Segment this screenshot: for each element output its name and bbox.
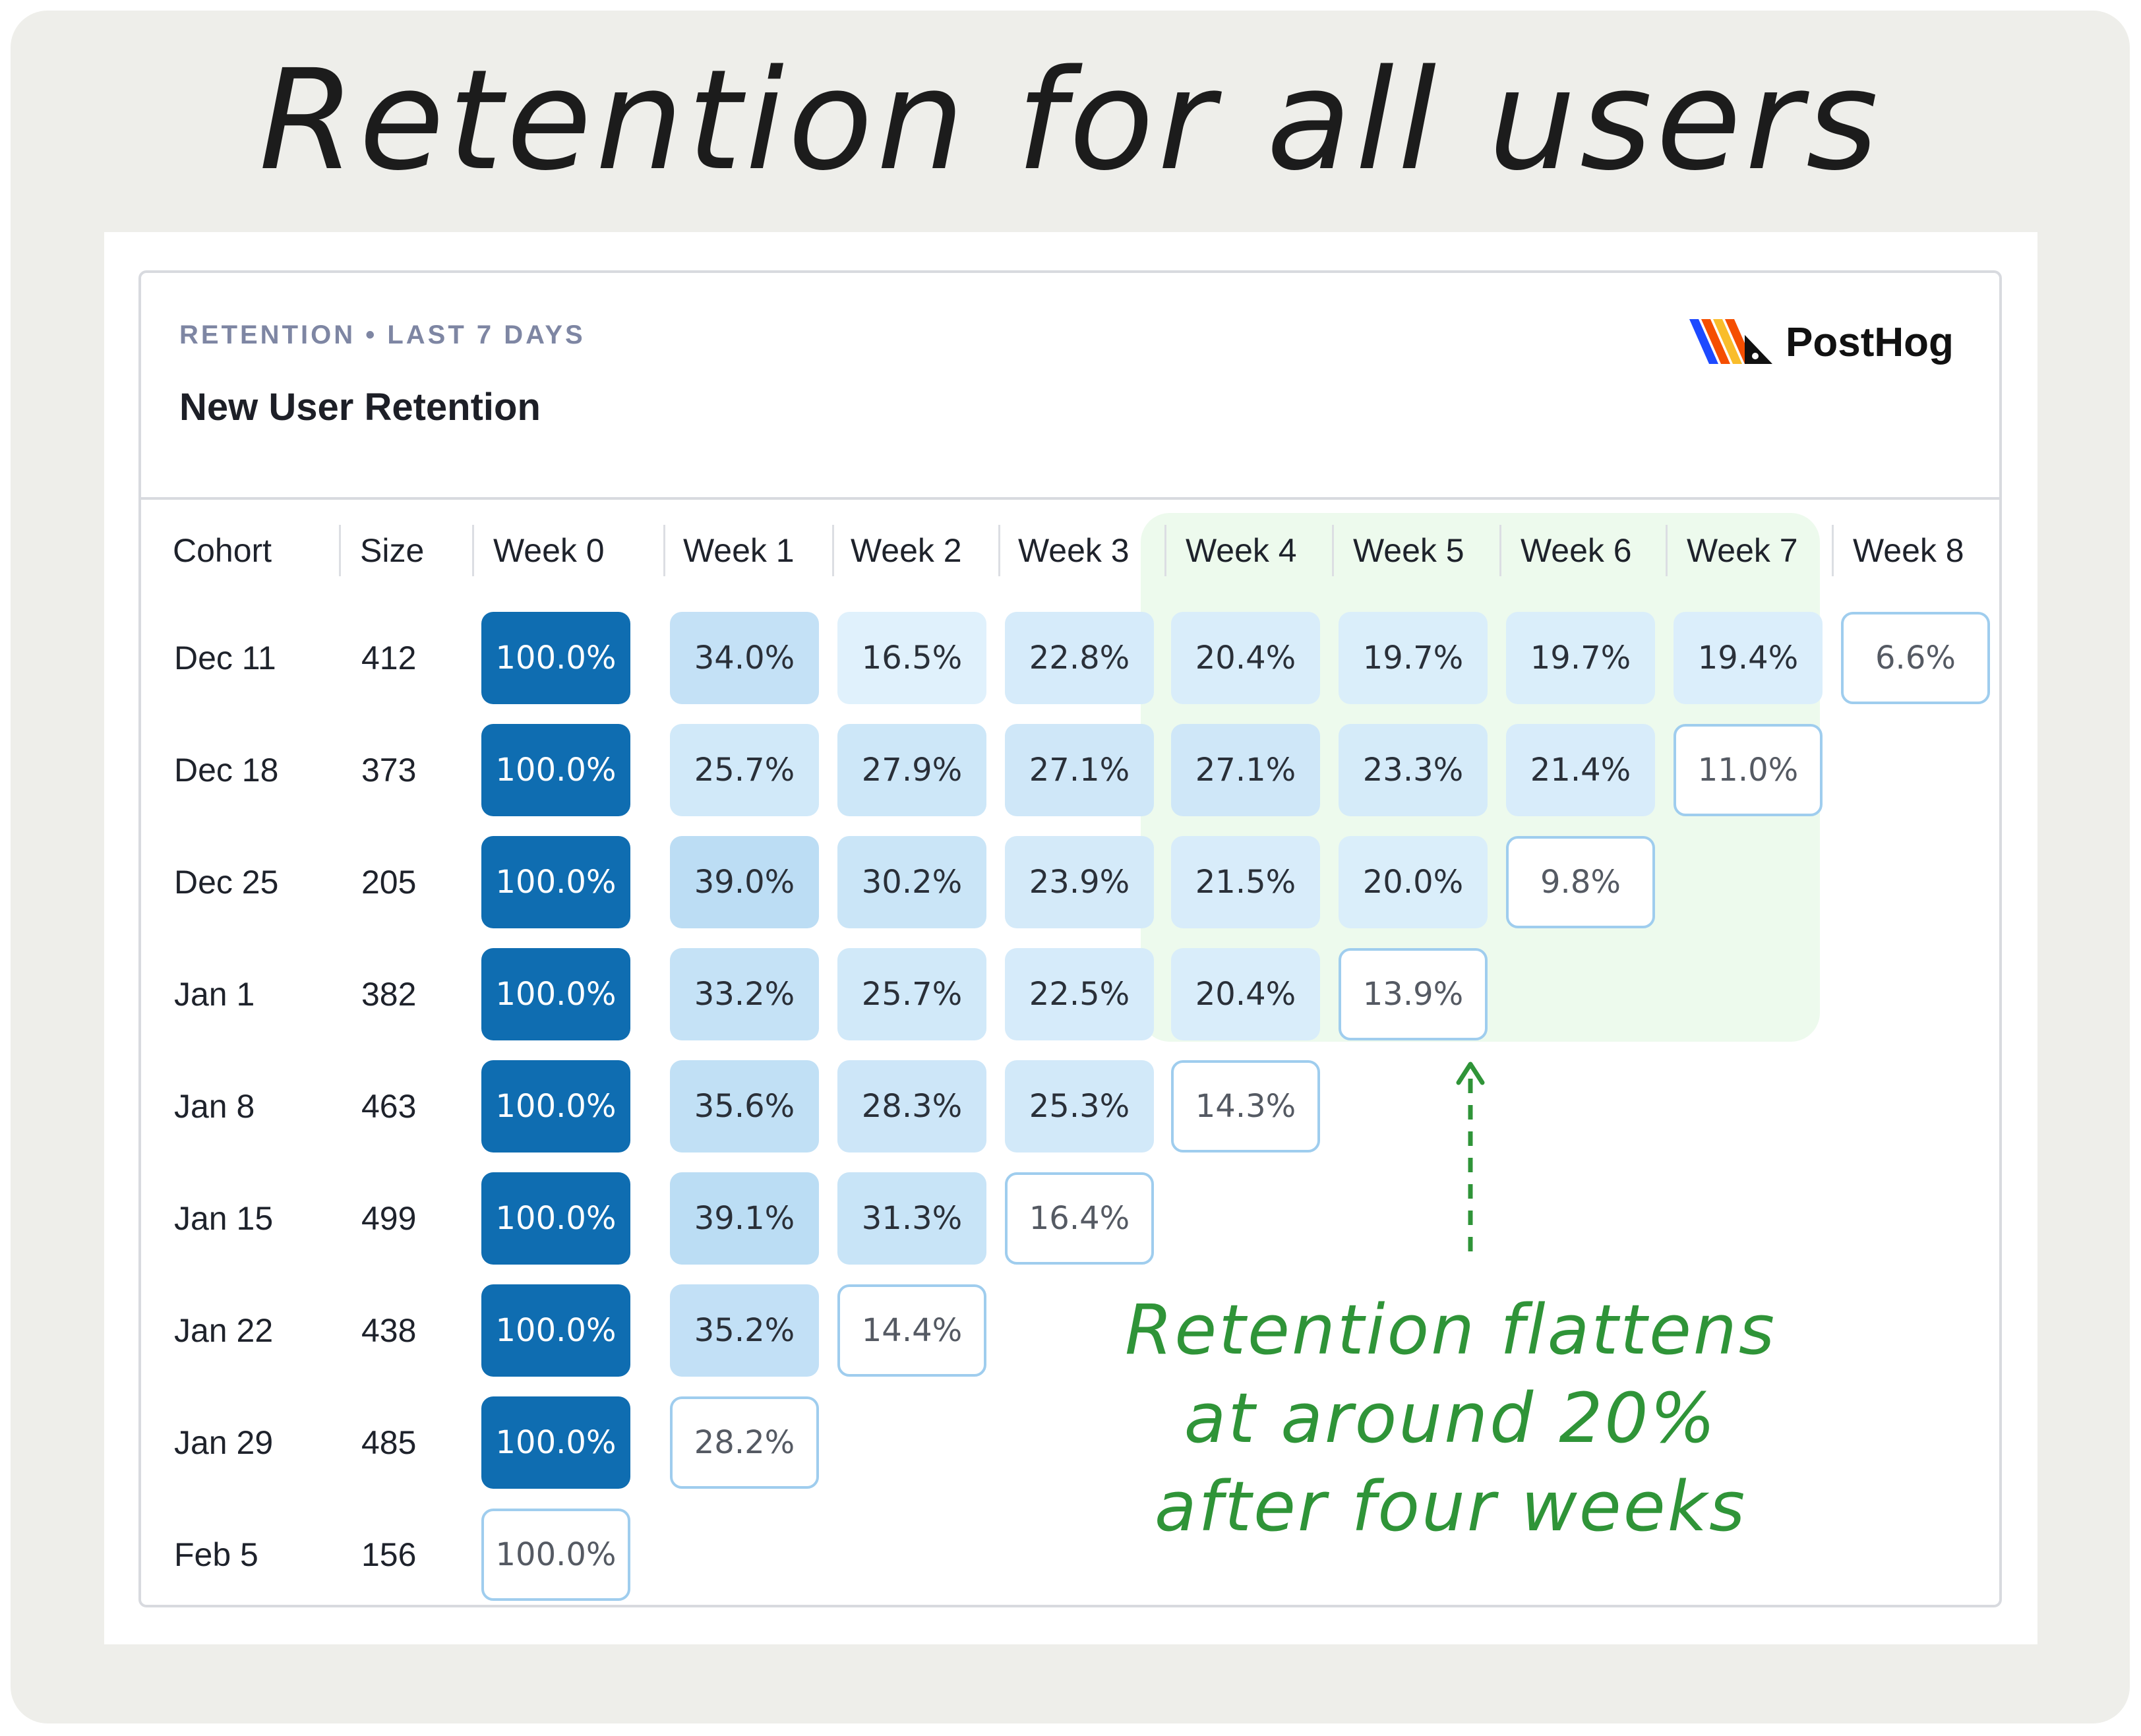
column-header: Size: [360, 532, 425, 569]
column-separator: [832, 525, 834, 576]
annotation-line: Retention flattens: [1124, 1290, 1777, 1370]
column-header: Week 2: [851, 532, 962, 569]
retention-cell[interactable]: 39.0%: [670, 836, 819, 928]
column-header: Week 5: [1353, 532, 1464, 569]
posthog-logo: PostHog: [1689, 319, 1954, 365]
column-separator: [663, 525, 665, 576]
column-header: Week 1: [683, 532, 795, 569]
column-header: Week 3: [1018, 532, 1130, 569]
retention-cell[interactable]: 13.9%: [1339, 948, 1488, 1040]
posthog-hog-icon: [1689, 319, 1772, 364]
cohort-label: Jan 15: [174, 1200, 274, 1237]
column-separator: [998, 525, 1000, 576]
card-subtitle: New User Retention: [179, 386, 541, 429]
retention-cell[interactable]: 16.5%: [837, 612, 986, 704]
retention-cell[interactable]: 30.2%: [837, 836, 986, 928]
cohort-size: 412: [361, 640, 417, 676]
retention-cell[interactable]: 25.7%: [837, 948, 986, 1040]
cohort-label: Dec 25: [174, 864, 279, 901]
cohort-label: Jan 22: [174, 1312, 274, 1349]
cohort-label: Jan 1: [174, 976, 255, 1013]
brand-name: PostHog: [1786, 319, 1954, 365]
retention-cell[interactable]: 100.0%: [481, 724, 630, 816]
cohort-size: 463: [361, 1088, 417, 1125]
retention-cell[interactable]: 19.7%: [1339, 612, 1488, 704]
card-eyebrow: RETENTION • LAST 7 DAYS: [179, 320, 586, 349]
retention-cell[interactable]: 25.3%: [1005, 1060, 1154, 1152]
retention-cell[interactable]: 6.6%: [1841, 612, 1990, 704]
retention-cell[interactable]: 23.3%: [1339, 724, 1488, 816]
retention-cell[interactable]: 20.0%: [1339, 836, 1488, 928]
retention-cell[interactable]: 100.0%: [481, 612, 630, 704]
retention-cell[interactable]: 21.4%: [1506, 724, 1655, 816]
retention-cell[interactable]: 33.2%: [670, 948, 819, 1040]
retention-card: [138, 270, 2002, 1607]
retention-cell[interactable]: 100.0%: [481, 1172, 630, 1265]
retention-cell[interactable]: 31.3%: [837, 1172, 986, 1265]
column-header: Week 7: [1687, 532, 1798, 569]
retention-cell[interactable]: 25.7%: [670, 724, 819, 816]
retention-cell[interactable]: 14.3%: [1171, 1060, 1320, 1152]
column-separator: [1164, 525, 1166, 576]
cohort-label: Dec 11: [174, 640, 276, 676]
cohort-size: 205: [361, 864, 417, 901]
retention-cell[interactable]: 19.4%: [1674, 612, 1823, 704]
cohort-label: Jan 29: [174, 1424, 274, 1461]
cohort-size: 156: [361, 1536, 417, 1573]
retention-cell[interactable]: 100.0%: [481, 836, 630, 928]
retention-cell[interactable]: 22.5%: [1005, 948, 1154, 1040]
cohort-size: 373: [361, 752, 417, 789]
column-header: Week 6: [1521, 532, 1632, 569]
retention-cell[interactable]: 28.3%: [837, 1060, 986, 1152]
cohort-size: 499: [361, 1200, 417, 1237]
retention-cell[interactable]: 35.6%: [670, 1060, 819, 1152]
annotation-line: at around 20%: [1184, 1378, 1718, 1458]
column-separator: [1666, 525, 1668, 576]
retention-cell[interactable]: 100.0%: [481, 948, 630, 1040]
retention-cell[interactable]: 100.0%: [481, 1060, 630, 1152]
annotation-line: after four weeks: [1154, 1466, 1747, 1547]
column-separator: [339, 525, 341, 576]
cohort-size: 485: [361, 1424, 417, 1461]
retention-cell[interactable]: 100.0%: [481, 1509, 630, 1601]
column-header: Week 8: [1853, 532, 1964, 569]
cohort-size: 438: [361, 1312, 417, 1349]
column-header: Week 4: [1186, 532, 1297, 569]
retention-cell[interactable]: 39.1%: [670, 1172, 819, 1265]
retention-cell[interactable]: 27.1%: [1171, 724, 1320, 816]
cohort-label: Dec 18: [174, 752, 279, 789]
card-divider: [138, 497, 2002, 500]
retention-cell[interactable]: 28.2%: [670, 1396, 819, 1489]
column-separator: [1332, 525, 1334, 576]
column-header: Week 0: [493, 532, 605, 569]
column-header: Cohort: [173, 532, 272, 569]
cohort-label: Jan 8: [174, 1088, 255, 1125]
retention-cell[interactable]: 9.8%: [1506, 836, 1655, 928]
retention-cell[interactable]: 20.4%: [1171, 612, 1320, 704]
retention-cell[interactable]: 100.0%: [481, 1284, 630, 1377]
column-separator: [1499, 525, 1501, 576]
retention-cell[interactable]: 27.9%: [837, 724, 986, 816]
column-separator: [1832, 525, 1834, 576]
retention-cell[interactable]: 34.0%: [670, 612, 819, 704]
retention-cell[interactable]: 23.9%: [1005, 836, 1154, 928]
retention-cell[interactable]: 27.1%: [1005, 724, 1154, 816]
cohort-label: Feb 5: [174, 1536, 258, 1573]
column-separator: [472, 525, 474, 576]
page-title: Retention for all users: [258, 40, 1883, 201]
retention-cell[interactable]: 100.0%: [481, 1396, 630, 1489]
annotation-arrow-icon: [1456, 1062, 1485, 1251]
retention-cell[interactable]: 16.4%: [1005, 1172, 1154, 1265]
annotation-text: Retention flattens at around 20% after f…: [1062, 1286, 1840, 1551]
cohort-size: 382: [361, 976, 417, 1013]
retention-cell[interactable]: 22.8%: [1005, 612, 1154, 704]
retention-cell[interactable]: 35.2%: [670, 1284, 819, 1377]
retention-cell[interactable]: 11.0%: [1674, 724, 1823, 816]
retention-cell[interactable]: 14.4%: [837, 1284, 986, 1377]
retention-cell[interactable]: 20.4%: [1171, 948, 1320, 1040]
retention-cell[interactable]: 21.5%: [1171, 836, 1320, 928]
retention-cell[interactable]: 19.7%: [1506, 612, 1655, 704]
